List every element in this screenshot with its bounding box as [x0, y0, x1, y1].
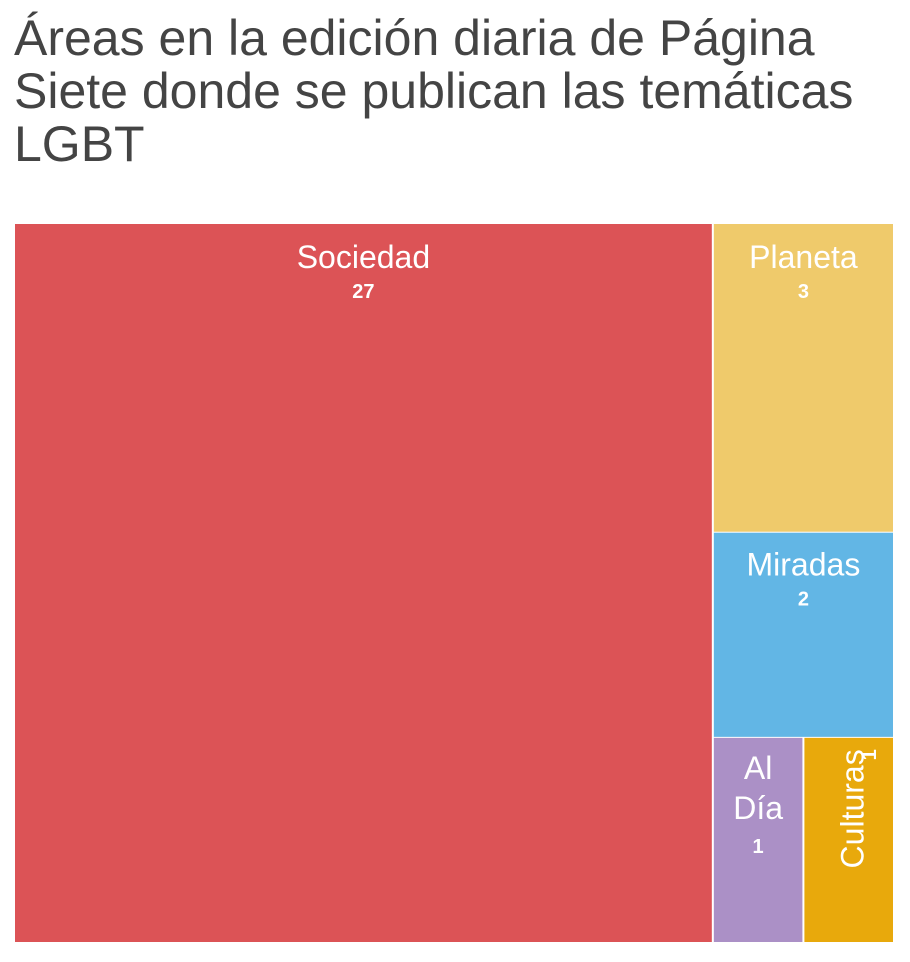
treemap-cell-al-dia[interactable]: Al Día 1 [713, 737, 803, 942]
treemap-value-sociedad: 27 [352, 281, 374, 303]
treemap-label-planeta: Planeta [749, 239, 858, 275]
chart-title: Áreas en la edición diaria de Página Sie… [14, 10, 854, 172]
treemap-cell-planeta[interactable]: Planeta 3 [713, 224, 893, 532]
treemap-label-sociedad: Sociedad [297, 239, 430, 275]
treemap-rect-culturas[interactable] [804, 737, 893, 942]
treemap-label-miradas: Miradas [747, 547, 861, 583]
treemap-rect-al-dia[interactable] [713, 737, 803, 942]
treemap-label-al-dia-line-1: Al [744, 750, 772, 786]
treemap-value-planeta: 3 [798, 281, 809, 303]
treemap-value-culturas: 1 [859, 749, 881, 760]
treemap-rect-miradas[interactable] [713, 532, 893, 737]
treemap-rect-sociedad[interactable] [15, 224, 712, 942]
treemap-value-al-dia: 1 [753, 836, 764, 858]
treemap-cell-miradas[interactable]: Miradas 2 [713, 532, 893, 737]
treemap-label-culturas: Culturas [835, 749, 871, 868]
treemap-rect-planeta[interactable] [713, 224, 893, 532]
treemap-label-al-dia-line-2: Día [733, 790, 783, 826]
treemap-cell-sociedad[interactable]: Sociedad 27 [15, 224, 712, 942]
treemap-value-miradas: 2 [798, 589, 809, 611]
